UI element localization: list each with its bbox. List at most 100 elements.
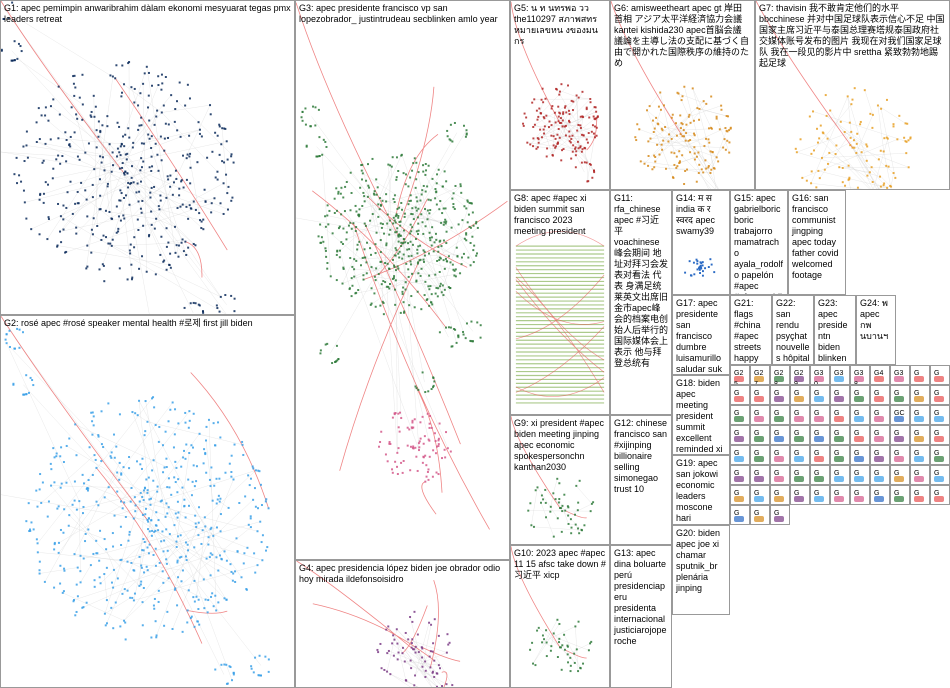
micro-label: G — [774, 448, 779, 459]
micro-label: G — [934, 388, 939, 399]
micro-label: G — [934, 408, 939, 419]
micro-cell: G — [890, 385, 910, 405]
micro-label: G — [734, 388, 739, 399]
micro-label: G38 — [854, 368, 866, 385]
micro-cell: G — [910, 385, 930, 405]
micro-label: G — [774, 488, 779, 499]
micro-cell: G — [930, 445, 950, 465]
micro-label: G — [874, 448, 879, 459]
micro-cell: G — [750, 485, 770, 505]
micro-cell: G — [890, 485, 910, 505]
micro-cell: G — [750, 445, 770, 465]
micro-label: G — [934, 468, 939, 479]
micro-label: G — [894, 468, 899, 479]
micro-cell: G3 — [830, 365, 850, 385]
micro-cell: G — [930, 425, 950, 445]
micro-label: G — [754, 488, 759, 499]
micro-cell: GC — [890, 405, 910, 425]
micro-cell: G — [730, 385, 750, 405]
micro-label: G28 — [774, 368, 786, 385]
panel-label: G3: apec presidente francisco vp san lop… — [299, 3, 506, 25]
panel-label: G14: म स india क र स्वरद apec swamy39 — [676, 193, 726, 237]
micro-label: G — [774, 428, 779, 439]
micro-cell: G — [870, 405, 890, 425]
micro-cell: G — [810, 405, 830, 425]
micro-label: G — [734, 468, 739, 479]
micro-label: G — [814, 468, 819, 479]
micro-label: G — [854, 408, 859, 419]
micro-cell: G — [830, 405, 850, 425]
cluster-panel-g13: G13: apec dina boluarte perú presidencia… — [610, 545, 672, 688]
micro-cell: G29 — [790, 365, 810, 385]
micro-cell: G — [870, 445, 890, 465]
cluster-panel-g10: G10: 2023 apec #apec 11 15 afsc take dow… — [510, 545, 610, 688]
micro-label: GC — [894, 408, 905, 419]
micro-cell: G — [930, 465, 950, 485]
micro-label: G — [814, 388, 819, 399]
micro-cell: G — [870, 485, 890, 505]
panel-label: G12: chinese francisco san #xijinping bi… — [614, 418, 668, 495]
micro-label: G — [734, 448, 739, 459]
micro-label: G — [854, 488, 859, 499]
micro-cell: G — [930, 365, 950, 385]
micro-cell: G — [850, 445, 870, 465]
micro-label: G27 — [754, 368, 766, 385]
micro-cell: G — [730, 465, 750, 485]
panel-label: G24: พ apec กพ นบานฯ — [860, 298, 892, 342]
panel-label: G19: apec san jokowi economic leaders mo… — [676, 458, 726, 525]
micro-label: G — [854, 468, 859, 479]
panel-label: G23: apec presidentn biden blinken — [818, 298, 852, 364]
micro-cell: G25 — [730, 365, 750, 385]
micro-cell: G — [750, 505, 770, 525]
micro-cell: G — [910, 445, 930, 465]
micro-label: G — [914, 448, 919, 459]
micro-label: G — [754, 448, 759, 459]
micro-cell: G — [790, 405, 810, 425]
panel-label: G11: rfa_chinese apec #习近平 voachinese 峰会… — [614, 193, 668, 369]
panel-label: G21: flags #china #apec streets happy cc… — [734, 298, 768, 365]
cluster-panel-g4: G4: apec presidencia lópez biden joe obr… — [295, 560, 510, 688]
micro-label: G — [894, 388, 899, 399]
micro-cell: G28 — [770, 365, 790, 385]
micro-cell: G — [750, 425, 770, 445]
micro-label: G — [774, 388, 779, 399]
micro-cell: G — [730, 405, 750, 425]
panel-label: G22: san rendu psyçhat nouvelles hôpital — [776, 298, 810, 364]
micro-label: G30 — [814, 368, 826, 385]
micro-label: G — [734, 428, 739, 439]
micro-cell: G — [810, 425, 830, 445]
micro-cell: G — [910, 425, 930, 445]
micro-label: G — [894, 488, 899, 499]
micro-label: G3 — [894, 368, 903, 379]
micro-cell: G — [910, 365, 930, 385]
micro-cell: G38 — [850, 365, 870, 385]
micro-cell: G30 — [810, 365, 830, 385]
micro-cell: G — [850, 425, 870, 445]
cluster-panel-g3: G3: apec presidente francisco vp san lop… — [295, 0, 510, 560]
panel-label: G15: apec gabrielboric boric trabajorro … — [734, 193, 784, 295]
panel-label: G8: apec #apec xi biden summit san franc… — [514, 193, 606, 237]
cluster-panel-g8: G8: apec #apec xi biden summit san franc… — [510, 190, 610, 415]
cluster-panel-g16: G16: san francisco communist jingping ap… — [788, 190, 846, 295]
micro-cell: G — [750, 405, 770, 425]
cluster-panel-g15: G15: apec gabrielboric boric trabajorro … — [730, 190, 788, 295]
micro-cell: G27 — [750, 365, 770, 385]
micro-label: G — [834, 488, 839, 499]
micro-cell: G — [870, 385, 890, 405]
cluster-panel-g12: G12: chinese francisco san #xijinping bi… — [610, 415, 672, 545]
micro-label: G — [894, 448, 899, 459]
micro-label: G — [814, 448, 819, 459]
micro-cell: G — [830, 485, 850, 505]
micro-label: G — [894, 428, 899, 439]
cluster-panel-g2: G2: rosé apec #rosé speaker mental healt… — [0, 315, 295, 688]
cluster-panel-g23: G23: apec presidentn biden blinken — [814, 295, 856, 365]
micro-label: G — [914, 388, 919, 399]
micro-label: G — [854, 428, 859, 439]
micro-label: G — [914, 368, 919, 379]
cluster-panel-g24: G24: พ apec กพ นบานฯ — [856, 295, 896, 365]
cluster-panel-g7: G7: thavisin 我不敢肯定他们的水平 bbcchinese 并对中国足… — [755, 0, 950, 190]
micro-cell: G — [850, 385, 870, 405]
panel-label: G1: apec pemimpin anwaribrahim dàlam eko… — [4, 3, 291, 25]
micro-cell: G3 — [890, 365, 910, 385]
micro-cell: G — [810, 485, 830, 505]
